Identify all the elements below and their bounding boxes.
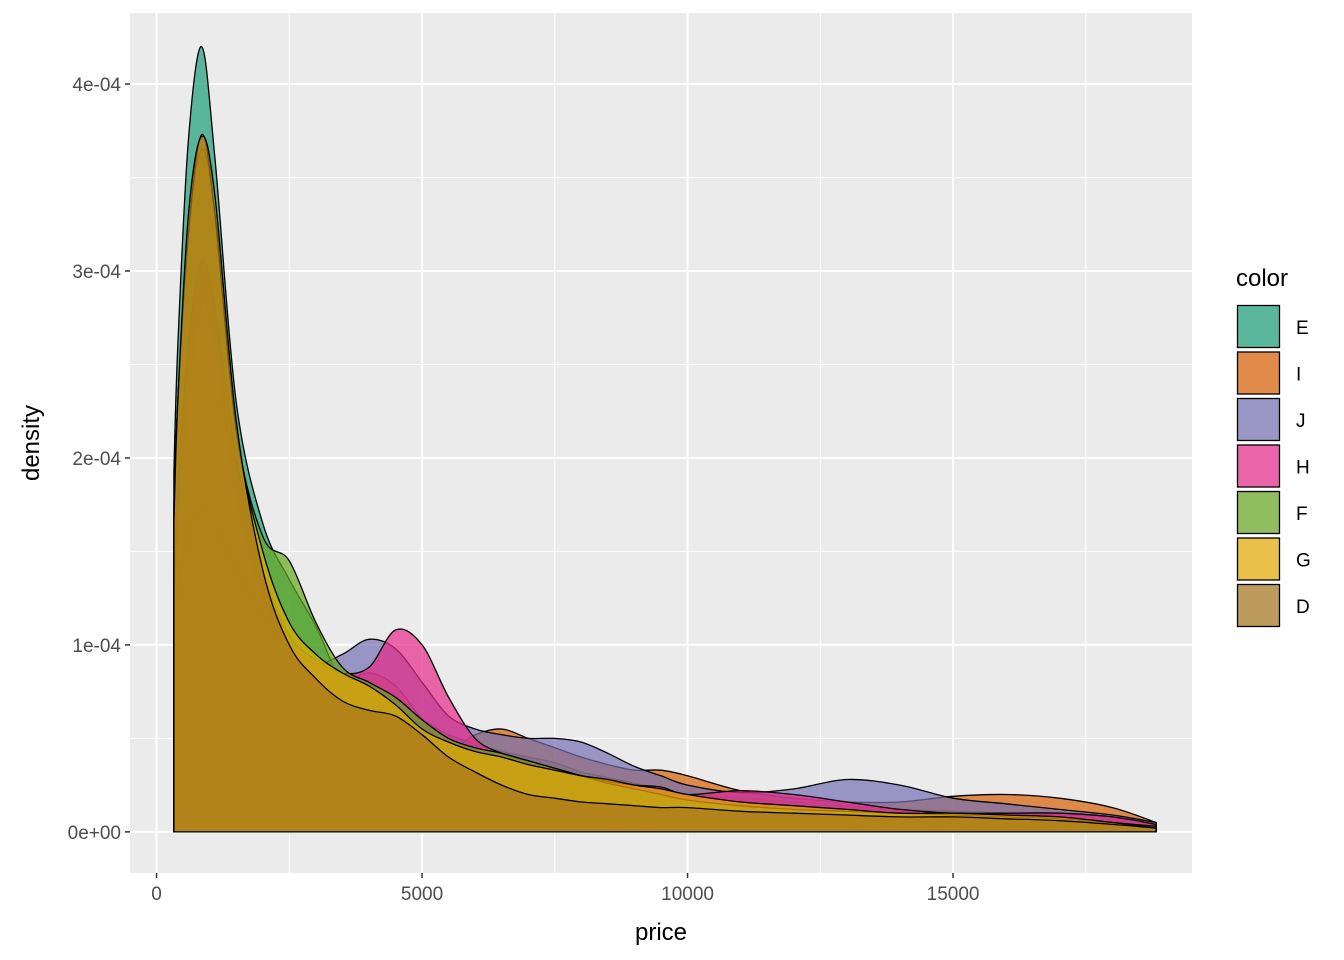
x-axis-title: price bbox=[635, 919, 687, 946]
legend-key-f bbox=[1236, 490, 1281, 535]
legend: color E I J H F G D bbox=[1236, 265, 1311, 628]
legend-label: E bbox=[1296, 318, 1309, 339]
legend-key-j bbox=[1236, 397, 1281, 442]
legend-label: I bbox=[1296, 365, 1301, 386]
legend-label: H bbox=[1296, 458, 1310, 479]
y-axis: 0e+00 1e-04 2e-04 3e-04 4e-04 bbox=[68, 75, 130, 844]
legend-label: F bbox=[1296, 504, 1308, 525]
y-tick-label: 3e-04 bbox=[72, 262, 121, 283]
x-tick-label: 5000 bbox=[401, 884, 443, 905]
x-tick-label: 10000 bbox=[661, 884, 714, 905]
legend-key-g bbox=[1236, 537, 1281, 581]
legend-title: color bbox=[1236, 265, 1288, 292]
legend-key-i bbox=[1236, 351, 1281, 395]
legend-key-e bbox=[1236, 304, 1281, 349]
x-tick-label: 0 bbox=[151, 884, 162, 905]
legend-key-d bbox=[1236, 583, 1281, 628]
x-axis: 0 5000 10000 15000 bbox=[151, 873, 979, 905]
x-tick-label: 15000 bbox=[927, 884, 980, 905]
legend-label: J bbox=[1296, 411, 1306, 432]
y-tick-label: 2e-04 bbox=[72, 449, 121, 470]
legend-label: G bbox=[1296, 551, 1311, 572]
density-areas bbox=[173, 46, 1157, 833]
y-tick-label: 1e-04 bbox=[72, 636, 121, 657]
y-tick-label: 0e+00 bbox=[68, 823, 121, 844]
y-tick-label: 4e-04 bbox=[72, 75, 121, 96]
legend-key-h bbox=[1236, 444, 1281, 488]
y-axis-title: density bbox=[18, 405, 45, 481]
density-area-d bbox=[173, 135, 1157, 833]
legend-label: D bbox=[1296, 597, 1310, 618]
minor-gridlines bbox=[130, 13, 1192, 873]
